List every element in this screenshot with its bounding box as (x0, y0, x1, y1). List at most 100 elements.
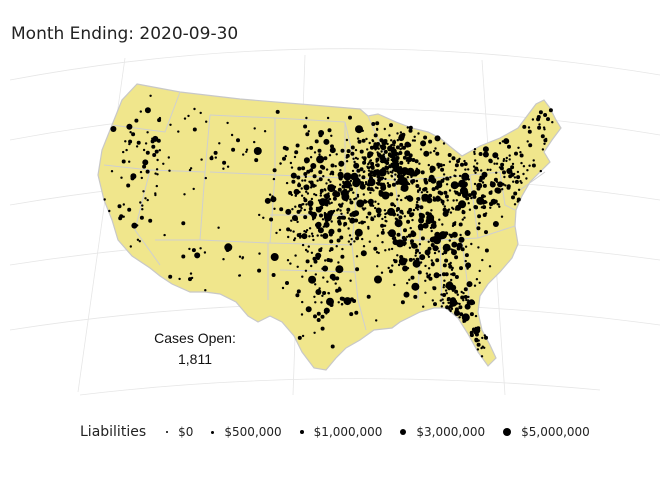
liability-point (442, 173, 446, 176)
liability-point (341, 202, 344, 205)
liability-point (407, 182, 411, 186)
liability-point (399, 241, 402, 245)
liability-point (156, 158, 159, 162)
liability-point (337, 228, 342, 233)
liability-point (507, 144, 511, 149)
liability-point (308, 275, 317, 284)
liability-point (355, 236, 360, 241)
liability-point (419, 213, 425, 220)
liability-point (304, 186, 307, 189)
liability-point (332, 191, 339, 197)
liability-point (532, 159, 535, 162)
liability-point (436, 247, 439, 250)
liability-point (300, 194, 304, 197)
liability-point (188, 277, 192, 282)
liability-point (430, 259, 433, 262)
liability-point (330, 201, 333, 204)
liability-point (188, 168, 192, 172)
liability-point (305, 190, 308, 193)
liability-point (222, 167, 225, 170)
liability-point (493, 199, 498, 204)
liability-point (295, 190, 298, 193)
liability-point (270, 196, 277, 203)
liability-point (294, 194, 297, 197)
liability-point (442, 286, 445, 289)
liability-point (374, 186, 378, 189)
liability-point (271, 195, 274, 198)
liability-point (304, 248, 308, 252)
liability-point (303, 215, 308, 220)
liability-point (135, 145, 139, 148)
liability-point (481, 258, 484, 262)
liability-point (519, 180, 522, 183)
liability-point (327, 210, 334, 217)
liability-point (467, 299, 470, 302)
liability-point (411, 218, 414, 222)
liability-point (317, 227, 324, 234)
liability-point (318, 153, 321, 156)
liability-point (513, 203, 517, 206)
liability-point (224, 243, 233, 252)
liability-point (408, 125, 413, 130)
liability-point (408, 207, 413, 212)
liability-point (117, 204, 122, 209)
liability-point (377, 153, 382, 158)
liability-point (442, 243, 451, 252)
liability-point (155, 184, 158, 188)
liability-point (355, 267, 360, 272)
liability-point (245, 150, 248, 153)
liability-point (369, 151, 372, 154)
liability-point (296, 209, 301, 214)
liability-point (301, 300, 304, 304)
liability-point (358, 174, 361, 177)
liability-point (387, 266, 390, 270)
liability-point (327, 199, 330, 202)
liability-point (323, 211, 327, 215)
liability-point (411, 158, 416, 162)
cases-open-value: 1,811 (178, 351, 212, 367)
liability-point (381, 176, 385, 180)
liability-point (473, 205, 478, 209)
liability-point (451, 231, 458, 238)
liability-point (441, 272, 446, 277)
liability-point (461, 172, 470, 181)
liability-point (443, 205, 446, 208)
liability-point (389, 170, 392, 174)
liability-point (436, 162, 441, 167)
liability-point (353, 240, 356, 243)
liability-point (450, 181, 459, 190)
liability-point (400, 198, 403, 202)
liability-point (428, 174, 435, 181)
liability-point (353, 179, 358, 184)
liability-point (305, 229, 309, 232)
liability-point (363, 199, 368, 204)
liability-point (484, 335, 488, 340)
liability-point (336, 209, 339, 212)
liability-point (268, 193, 272, 196)
legend-label: $0 (178, 425, 194, 439)
liability-point (286, 227, 291, 232)
liability-point (371, 122, 376, 126)
liability-point (376, 128, 379, 131)
liability-point (477, 214, 482, 219)
liability-point (543, 113, 548, 117)
liability-point (420, 206, 423, 209)
liability-point (381, 217, 384, 221)
liability-point (307, 130, 310, 133)
liability-point (231, 147, 236, 152)
liability-point (377, 202, 380, 206)
liability-point (420, 236, 425, 241)
liability-point (218, 142, 221, 145)
liability-point (407, 233, 412, 238)
legend-item: $0 (166, 425, 193, 439)
legend-dot-tiny (166, 431, 169, 433)
liability-point (393, 161, 398, 166)
liability-point (438, 233, 445, 240)
liability-point (423, 177, 428, 182)
liability-point (324, 259, 327, 262)
liability-point (411, 242, 418, 249)
liability-point (253, 127, 256, 130)
liability-point (359, 167, 364, 172)
liability-point (541, 148, 545, 151)
liability-point (409, 173, 412, 176)
